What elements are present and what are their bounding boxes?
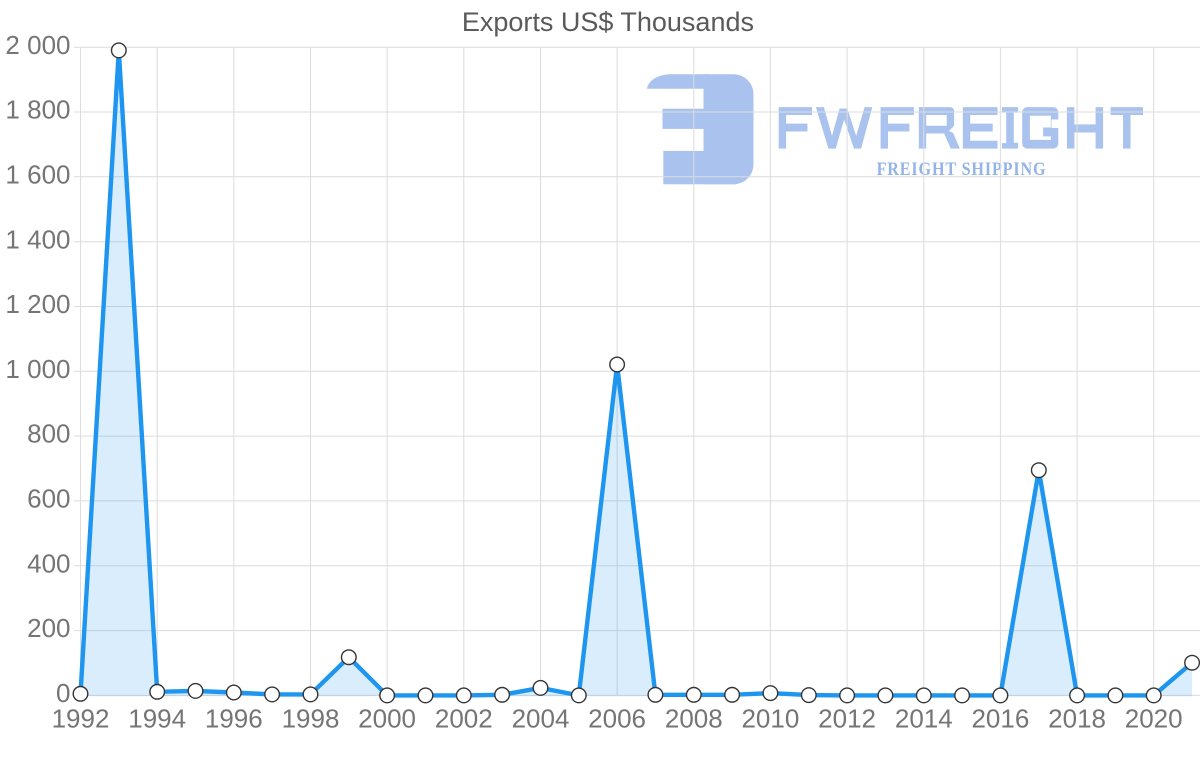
svg-text:2012: 2012 (818, 704, 876, 734)
svg-text:200: 200 (27, 613, 70, 643)
svg-text:2008: 2008 (665, 704, 723, 734)
svg-text:1 600: 1 600 (5, 159, 70, 189)
svg-text:2002: 2002 (435, 704, 493, 734)
svg-text:1996: 1996 (205, 704, 263, 734)
svg-text:2006: 2006 (588, 704, 646, 734)
svg-text:2020: 2020 (1125, 704, 1183, 734)
svg-text:2018: 2018 (1048, 704, 1106, 734)
svg-text:2004: 2004 (512, 704, 570, 734)
svg-text:600: 600 (27, 484, 70, 514)
svg-text:Exports US$ Thousands: Exports US$ Thousands (462, 7, 754, 37)
svg-text:1 400: 1 400 (5, 224, 70, 254)
svg-text:2010: 2010 (741, 704, 799, 734)
svg-text:1 200: 1 200 (5, 289, 70, 319)
svg-text:1992: 1992 (52, 704, 110, 734)
svg-text:800: 800 (27, 419, 70, 449)
svg-text:1 000: 1 000 (5, 354, 70, 384)
svg-text:1 800: 1 800 (5, 95, 70, 125)
svg-text:0: 0 (56, 678, 70, 708)
svg-text:2016: 2016 (971, 704, 1029, 734)
svg-text:FREIGHT SHIPPING: FREIGHT SHIPPING (877, 158, 1047, 180)
svg-text:1994: 1994 (128, 704, 186, 734)
svg-text:2 000: 2 000 (5, 30, 70, 60)
svg-text:400: 400 (27, 548, 70, 578)
svg-text:2000: 2000 (358, 704, 416, 734)
svg-text:1998: 1998 (282, 704, 340, 734)
svg-text:2014: 2014 (895, 704, 953, 734)
